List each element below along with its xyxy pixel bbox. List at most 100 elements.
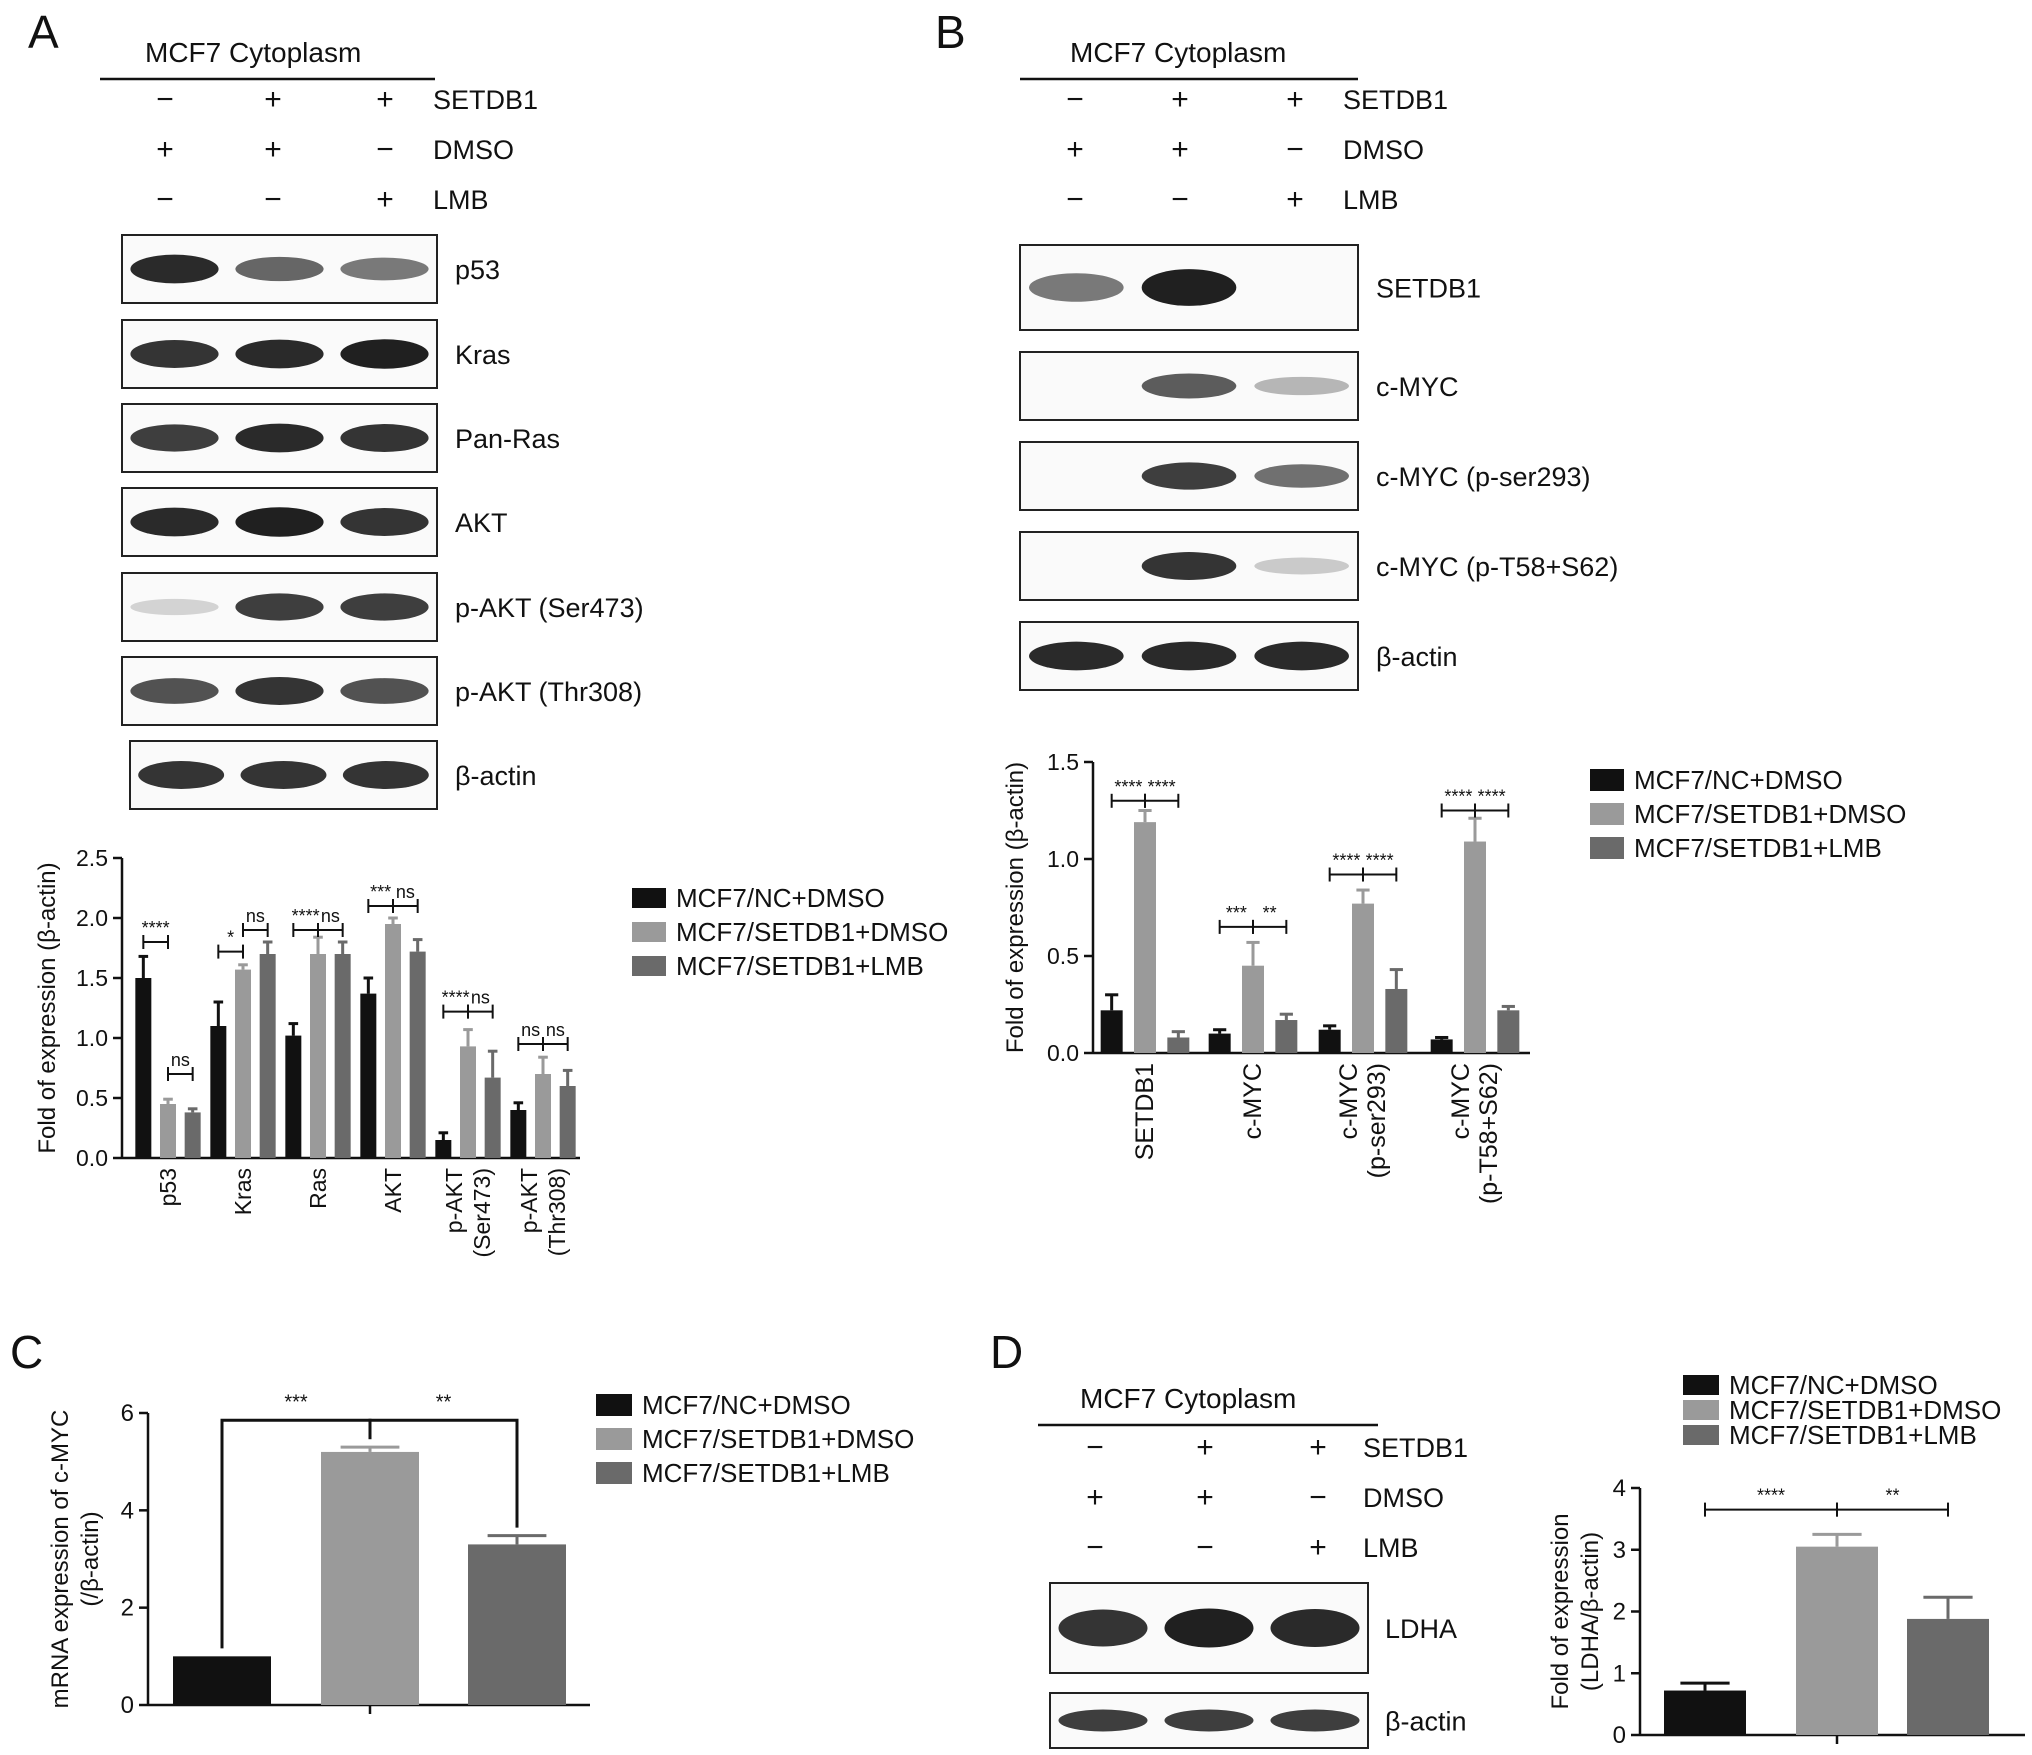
sig-label: **** xyxy=(1114,777,1142,797)
blot-band xyxy=(130,254,219,284)
sig-label: ns xyxy=(246,906,265,926)
y-tick-label: 0.0 xyxy=(1047,1040,1079,1066)
condition-sign: + xyxy=(1196,1481,1214,1514)
y-tick-label: 2.5 xyxy=(76,845,108,871)
bar xyxy=(1464,841,1486,1053)
bar xyxy=(184,1112,201,1158)
sig-label: *** xyxy=(1226,903,1247,923)
blot-label: LDHA xyxy=(1385,1614,1457,1644)
blot-strip: p53 xyxy=(121,234,500,304)
y-tick-label: 4 xyxy=(1613,1475,1626,1502)
blot-band xyxy=(235,677,324,705)
legend-label: MCF7/NC+DMSO xyxy=(642,1390,851,1420)
blot-strip: p-AKT (Ser473) xyxy=(121,572,644,642)
chart-a: 0.0 0.5 1.0 1.5 2.0 2.5 Fold of expression (β-… xyxy=(34,845,580,1257)
sig-label: **** xyxy=(1478,787,1506,807)
condition-label: DMSO xyxy=(1363,1483,1444,1513)
blot-strip: Pan-Ras xyxy=(121,403,560,473)
blot-band xyxy=(235,256,324,282)
category-label: p-AKT xyxy=(441,1168,467,1233)
bar xyxy=(135,978,152,1158)
blot-band xyxy=(138,761,225,789)
legend: MCF7/NC+DMSOMCF7/SETDB1+DMSOMCF7/SETDB1+… xyxy=(1683,1370,2001,1450)
condition-sign: + xyxy=(264,133,282,166)
condition-sign: − xyxy=(1286,133,1304,166)
sig-label: **** xyxy=(1332,851,1360,871)
blot-strip: p-AKT (Thr308) xyxy=(121,656,642,726)
condition-sign: + xyxy=(376,183,394,216)
condition-sign: + xyxy=(156,133,174,166)
bar xyxy=(435,1140,452,1158)
bar xyxy=(468,1544,566,1705)
blot-header: MCF7 Cytoplasm xyxy=(1080,1383,1296,1414)
y-axis-label: Fold of expression (β-actin) xyxy=(1002,762,1029,1053)
sig-label: **** xyxy=(442,988,470,1008)
blot-band xyxy=(1029,273,1124,302)
bar xyxy=(173,1656,271,1705)
bar xyxy=(285,1035,302,1158)
sig-label: **** xyxy=(142,918,170,938)
condition-sign: + xyxy=(1171,83,1189,116)
bar xyxy=(1318,1029,1341,1053)
y-tick-label: 2 xyxy=(1613,1599,1626,1626)
blot-band xyxy=(235,339,324,369)
legend-label: MCF7/SETDB1+DMSO xyxy=(642,1424,914,1454)
blot-band xyxy=(340,339,429,369)
bar xyxy=(1497,1010,1520,1053)
legend: MCF7/NC+DMSOMCF7/SETDB1+DMSOMCF7/SETDB1+… xyxy=(596,1390,914,1488)
bar xyxy=(1208,1033,1231,1053)
legend-swatch xyxy=(1590,769,1624,791)
bar xyxy=(1242,965,1264,1053)
blot-strip: c-MYC (p-ser293) xyxy=(1019,441,1591,511)
bar xyxy=(160,1104,176,1158)
y-tick-label: 1 xyxy=(1613,1660,1626,1687)
bar xyxy=(1167,1037,1190,1053)
y-tick-label: 0 xyxy=(1613,1722,1626,1749)
sig-label: **** xyxy=(1444,787,1472,807)
legend-swatch xyxy=(632,956,666,976)
blot-band xyxy=(342,761,429,789)
category-label: (Ser473) xyxy=(469,1168,495,1257)
category-label: p-AKT xyxy=(516,1168,542,1233)
legend: MCF7/NC+DMSOMCF7/SETDB1+DMSOMCF7/SETDB1+… xyxy=(632,883,948,981)
bar xyxy=(1275,1020,1298,1053)
condition-label: LMB xyxy=(433,185,489,215)
legend-label: MCF7/NC+DMSO xyxy=(676,883,885,913)
category-label: Ras xyxy=(305,1168,331,1209)
condition-sign: − xyxy=(1066,83,1084,116)
condition-sign: − xyxy=(156,83,174,116)
y-tick-label: 6 xyxy=(121,1400,134,1427)
bar xyxy=(360,993,377,1158)
y-tick-label: 2 xyxy=(121,1595,134,1622)
sig-label: ns xyxy=(521,1020,540,1040)
bar-groups xyxy=(1100,809,1520,1053)
legend-label: MCF7/SETDB1+DMSO xyxy=(1729,1395,2001,1425)
blot-band xyxy=(130,424,219,452)
blot-band xyxy=(340,678,429,704)
y-tick-label: 4 xyxy=(121,1497,134,1524)
y-axis-label: mRNA expression of c-MYC xyxy=(47,1410,74,1709)
sig-label: ns xyxy=(321,906,340,926)
blot-label: SETDB1 xyxy=(1376,274,1481,304)
blot-label: β-actin xyxy=(455,761,537,791)
legend-label: MCF7/SETDB1+DMSO xyxy=(676,917,948,947)
blot-band xyxy=(340,424,429,452)
legend-swatch xyxy=(1683,1425,1719,1445)
bar xyxy=(310,954,326,1158)
sig-bracket xyxy=(368,1418,519,1528)
y-axis-label: (/β-actin) xyxy=(77,1511,104,1606)
condition-label: DMSO xyxy=(433,135,514,165)
bar xyxy=(460,1046,476,1158)
blot-band xyxy=(1270,1709,1360,1732)
condition-sign: + xyxy=(1286,83,1304,116)
blot-band xyxy=(130,507,219,537)
condition-sign: + xyxy=(1066,133,1084,166)
bar xyxy=(409,951,426,1158)
condition-sign: + xyxy=(1086,1481,1104,1514)
y-tick-label: 0.5 xyxy=(76,1085,108,1111)
blot-panel-b: MCF7 Cytoplasm − + + SETDB1 + + − DMSO − − + LMB SETD… xyxy=(1019,37,1618,691)
condition-sign: + xyxy=(264,83,282,116)
bar xyxy=(484,1077,501,1158)
